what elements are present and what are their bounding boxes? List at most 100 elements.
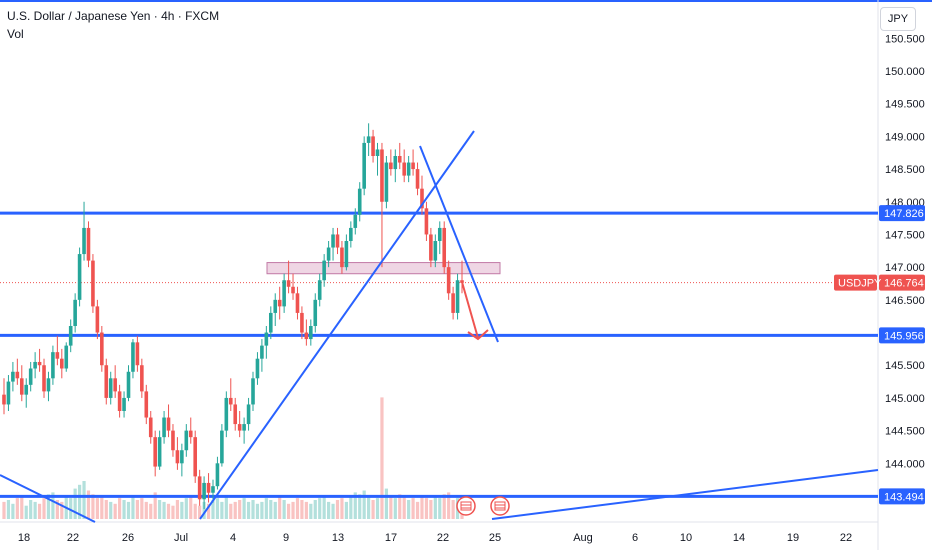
horizontal-lines [0, 211, 878, 498]
volume-bar [282, 500, 286, 519]
volume-bar [273, 501, 277, 519]
candle-body [171, 430, 175, 451]
volume-bar [393, 498, 397, 519]
candle-body [42, 365, 46, 392]
time-tick-label: 17 [385, 532, 397, 544]
price-axis: 150.500150.000149.500149.000148.500148.0… [834, 33, 925, 505]
candle-body [424, 208, 429, 235]
candle-body [37, 361, 42, 366]
candle-body [184, 430, 189, 451]
candle-body [300, 312, 304, 333]
volume-bar [118, 498, 122, 519]
time-axis: 18 22 26 Jul 4 9 13 17 22 25 Aug 6 10 14 19 22 [18, 532, 852, 544]
volume-bar [73, 488, 77, 519]
volume-bar [77, 484, 82, 519]
candle-body [237, 424, 242, 431]
volume-bar [398, 494, 402, 519]
price-tick-label: 145.000 [885, 393, 925, 405]
candle-body [6, 381, 11, 405]
volume-bar [91, 494, 95, 519]
volume-bar [211, 500, 215, 519]
volume-bar [433, 496, 437, 519]
volume-bar [371, 500, 375, 519]
volume-bar [126, 501, 131, 519]
time-tick-label: 6 [632, 532, 638, 544]
candle-body [15, 371, 20, 379]
volume-bar [286, 503, 291, 519]
volume-bar [224, 496, 228, 519]
volume-bar [238, 500, 242, 519]
volume-bar [358, 494, 362, 519]
volume-bar [344, 501, 348, 519]
volume-bar [451, 500, 455, 519]
candle-body [309, 326, 313, 340]
volume-bar [104, 500, 108, 519]
candle-body [380, 149, 384, 202]
volume-bar [295, 498, 300, 519]
candle-body [251, 378, 255, 405]
candle-body [282, 280, 286, 307]
candle-body [104, 365, 109, 398]
candle-body [264, 332, 269, 346]
volume-bar [309, 503, 313, 519]
candle-body [402, 162, 406, 176]
candle-body [255, 358, 260, 379]
candle-body [148, 417, 153, 438]
trend-drawings [0, 130, 879, 523]
candle-body [304, 332, 309, 340]
candle-body [82, 227, 86, 255]
volume-bar [29, 500, 33, 519]
candle-body [397, 156, 402, 163]
volume-bar [260, 501, 264, 519]
volume-bar [291, 501, 295, 519]
volume-bar [42, 498, 46, 519]
candle-body [51, 352, 55, 379]
candle-body [68, 326, 73, 346]
volume-bar [362, 490, 366, 519]
price-label-text: 143.494 [884, 491, 924, 503]
candle-body [95, 306, 100, 333]
volume-bar [198, 505, 202, 519]
volume-bar [424, 498, 429, 519]
price-tick-label: 144.500 [885, 426, 925, 438]
resistance-zone [266, 262, 501, 275]
volume-bar [60, 501, 64, 519]
candle-body [135, 342, 140, 366]
time-tick-label: Aug [573, 532, 593, 544]
volume-bar [175, 500, 180, 519]
candle-body [371, 136, 375, 156]
currency-button[interactable]: JPY [880, 7, 916, 31]
candle-body [246, 404, 251, 425]
candle-body [366, 136, 371, 143]
volume-bar [402, 496, 406, 519]
volume-bar [304, 501, 308, 519]
volume-bar [251, 500, 255, 519]
price-tick-label: 150.500 [885, 33, 925, 45]
volume-bar [193, 503, 197, 519]
candle-body [140, 365, 144, 392]
price-label-box [879, 327, 925, 344]
price-label-box [879, 274, 925, 291]
volume-bar [122, 500, 126, 519]
candle-body [211, 486, 215, 493]
volume-bar [318, 498, 322, 519]
volume-bar [2, 501, 6, 519]
candle-body [224, 397, 229, 431]
time-tick-label: 13 [332, 532, 344, 544]
candle-body [451, 293, 455, 313]
symbol-title: U.S. Dollar / Japanese Yen · 4h · FXCM [7, 9, 220, 23]
volume-bar [384, 488, 389, 519]
candle-body [86, 227, 91, 261]
candle-body [362, 142, 366, 189]
candle-body [344, 241, 349, 268]
volume-bar [340, 498, 344, 519]
candle-body [175, 450, 180, 464]
price-label-text: 145.956 [884, 330, 924, 342]
volume-bar [144, 501, 148, 519]
candle-body [193, 437, 198, 477]
volume-bar [215, 498, 220, 519]
volume-bar [15, 498, 19, 519]
candle-body [322, 260, 326, 281]
volume-bar [37, 503, 42, 519]
